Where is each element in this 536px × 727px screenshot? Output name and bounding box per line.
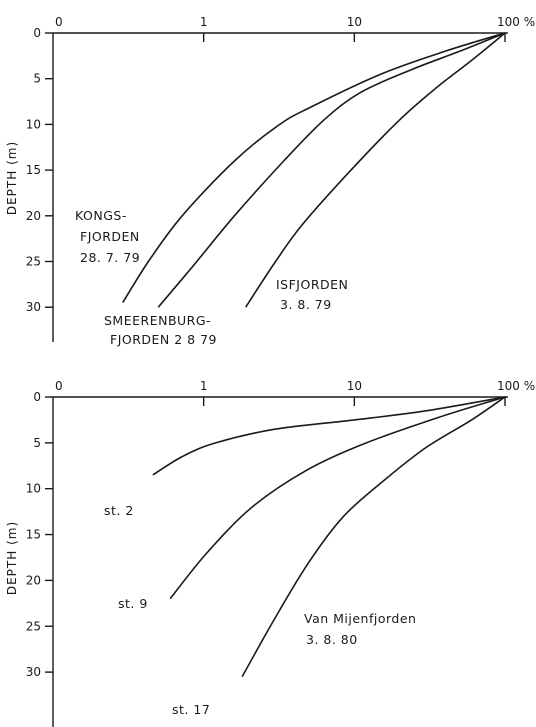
top-y-ticks: 0 5 10 15 20 25 30 [26, 26, 53, 314]
x-tick-label: 100 % [497, 379, 535, 393]
y-tick-label: 0 [33, 390, 41, 404]
x-tick-label: 0 [55, 15, 63, 29]
bottom-y-axis-title: DEPTH (m) [5, 521, 19, 595]
series-line-bot-1 [152, 396, 506, 476]
series-line-top-3 [245, 32, 506, 308]
annotation-kongsfjorden-line3: 28. 7. 79 [80, 250, 140, 265]
y-tick-label: 10 [26, 482, 41, 496]
y-tick-label: 5 [33, 72, 41, 86]
annotation-st2: st. 2 [104, 503, 134, 518]
y-tick-label: 0 [33, 26, 41, 40]
annotation-vanmijen-line1: Van Mijenfjorden [304, 611, 416, 626]
annotation-isfjorden-line2: 3. 8. 79 [280, 297, 332, 312]
y-tick-label: 10 [26, 117, 41, 131]
annotation-st9: st. 9 [118, 596, 148, 611]
annotation-smeerenburg-line2: FJORDEN 2 8 79 [110, 332, 217, 347]
top-x-ticks: 0 1 10 100 % [55, 15, 535, 42]
bottom-y-ticks: 0 5 10 15 20 25 30 [26, 390, 53, 679]
annotation-kongsfjorden-line2: FJORDEN [80, 229, 140, 244]
x-tick-label: 10 [347, 15, 362, 29]
x-tick-label: 0 [55, 379, 63, 393]
x-tick-label: 1 [200, 15, 208, 29]
y-tick-label: 5 [33, 436, 41, 450]
top-series-lines [122, 32, 506, 308]
series-line-top-2 [157, 32, 506, 308]
y-tick-label: 20 [26, 573, 41, 587]
chart-bottom-panel: 0 1 10 100 % 0 5 10 15 20 25 30 DEPTH (m) st. 2 s… [5, 379, 535, 727]
bottom-series-lines [152, 396, 506, 678]
y-tick-label: 30 [26, 665, 41, 679]
annotation-isfjorden-line1: ISFJORDEN [276, 277, 348, 292]
annotation-kongsfjorden-line1: KONGS- [75, 208, 127, 223]
series-line-bot-2 [169, 396, 506, 600]
y-tick-label: 30 [26, 300, 41, 314]
bottom-x-ticks: 0 1 10 100 % [55, 379, 535, 406]
annotation-st17: st. 17 [172, 702, 210, 717]
x-tick-label: 1 [200, 379, 208, 393]
y-tick-label: 25 [26, 619, 41, 633]
x-tick-label: 10 [347, 379, 362, 393]
y-tick-label: 15 [26, 163, 41, 177]
y-tick-label: 25 [26, 255, 41, 269]
annotation-vanmijen-line2: 3. 8. 80 [306, 632, 358, 647]
y-tick-label: 20 [26, 209, 41, 223]
y-tick-label: 15 [26, 528, 41, 542]
series-line-bot-3 [241, 396, 506, 678]
top-y-axis-title: DEPTH (m) [5, 141, 19, 215]
x-tick-label: 100 % [497, 15, 535, 29]
series-line-top-1 [122, 32, 506, 304]
annotation-smeerenburg-line1: SMEERENBURG- [104, 313, 211, 328]
